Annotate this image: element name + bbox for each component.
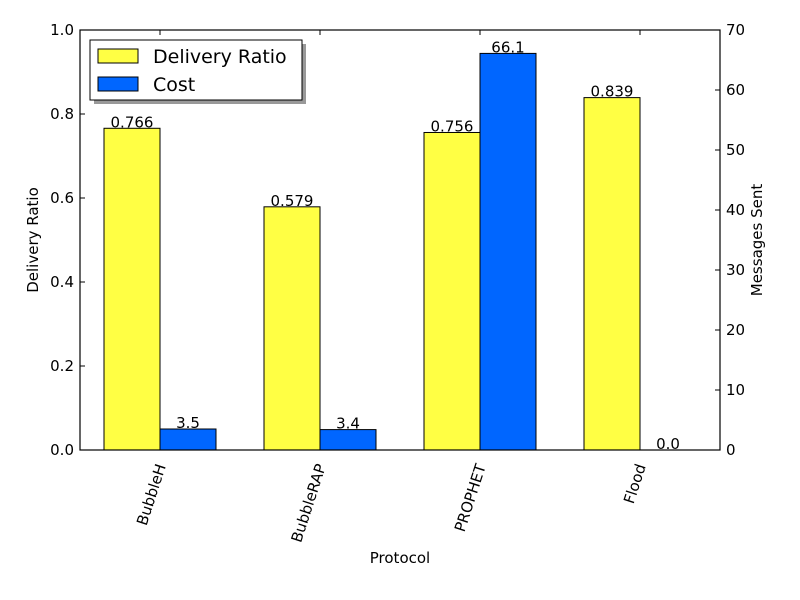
y-axis-label: Delivery Ratio [24,187,42,293]
x-axis-label: Protocol [370,549,430,567]
legend-swatch-cost [97,76,139,92]
y2-tick-label-40: 40 [726,201,745,219]
y-tick-label-0-0: 0.0 [50,441,74,459]
data-label-delivery-ratio-prophet: 0.756 [431,117,474,135]
legend-label-cost: Cost [153,74,195,96]
bar-cost-bubbleh [159,428,217,451]
data-label-cost-flood: 0.0 [656,435,680,453]
bar-cost-bubblerap [319,429,377,451]
y2-tick-label-20: 20 [726,321,745,339]
x-tick-label-bubbleh: BubbleH [133,462,170,528]
y2-tick-label-0: 0 [726,441,736,459]
bar-cost-prophet [479,52,537,451]
legend: Delivery Ratio Cost [89,39,306,104]
y-tick-label-1-0: 1.0 [50,21,74,39]
legend-swatch-delivery-ratio [97,48,139,64]
legend-label-delivery-ratio: Delivery Ratio [153,46,287,68]
bar-delivery-ratio-flood [583,97,641,451]
y-tick-label-0-2: 0.2 [50,357,74,375]
y-tick-label-0-6: 0.6 [50,189,74,207]
y-tick-label-0-4: 0.4 [50,273,74,291]
data-labels-group: 0.766 3.5 0.579 3.4 0.756 66.1 0.839 0.0 [111,38,680,453]
plot-frame [79,29,721,451]
data-label-cost-prophet: 66.1 [491,38,524,56]
y2-tick-label-50: 50 [726,141,745,159]
y2-tick-label-70: 70 [726,21,745,39]
data-label-cost-bubbleh: 3.5 [176,414,200,432]
data-label-delivery-ratio-bubblerap: 0.579 [271,192,314,210]
x-tick-label-flood: Flood [620,462,650,506]
y2-tick-label-10: 10 [726,381,745,399]
x-tick-label-prophet: PROPHET [451,461,490,534]
data-label-cost-bubblerap: 3.4 [336,415,360,433]
bars-group [103,52,641,451]
x-tick-label-bubblerap: BubbleRAP [288,462,330,545]
y-tick-label-0-8: 0.8 [50,105,74,123]
bar-delivery-ratio-bubblerap [263,206,321,451]
data-label-delivery-ratio-flood: 0.839 [591,83,634,101]
y2-axis-label: Messages Sent [748,184,766,297]
y2-tick-label-60: 60 [726,81,745,99]
data-label-delivery-ratio-bubbleh: 0.766 [111,113,154,131]
y2-tick-label-30: 30 [726,261,745,279]
bar-delivery-ratio-prophet [423,131,481,451]
bar-delivery-ratio-bubbleh [103,127,161,451]
